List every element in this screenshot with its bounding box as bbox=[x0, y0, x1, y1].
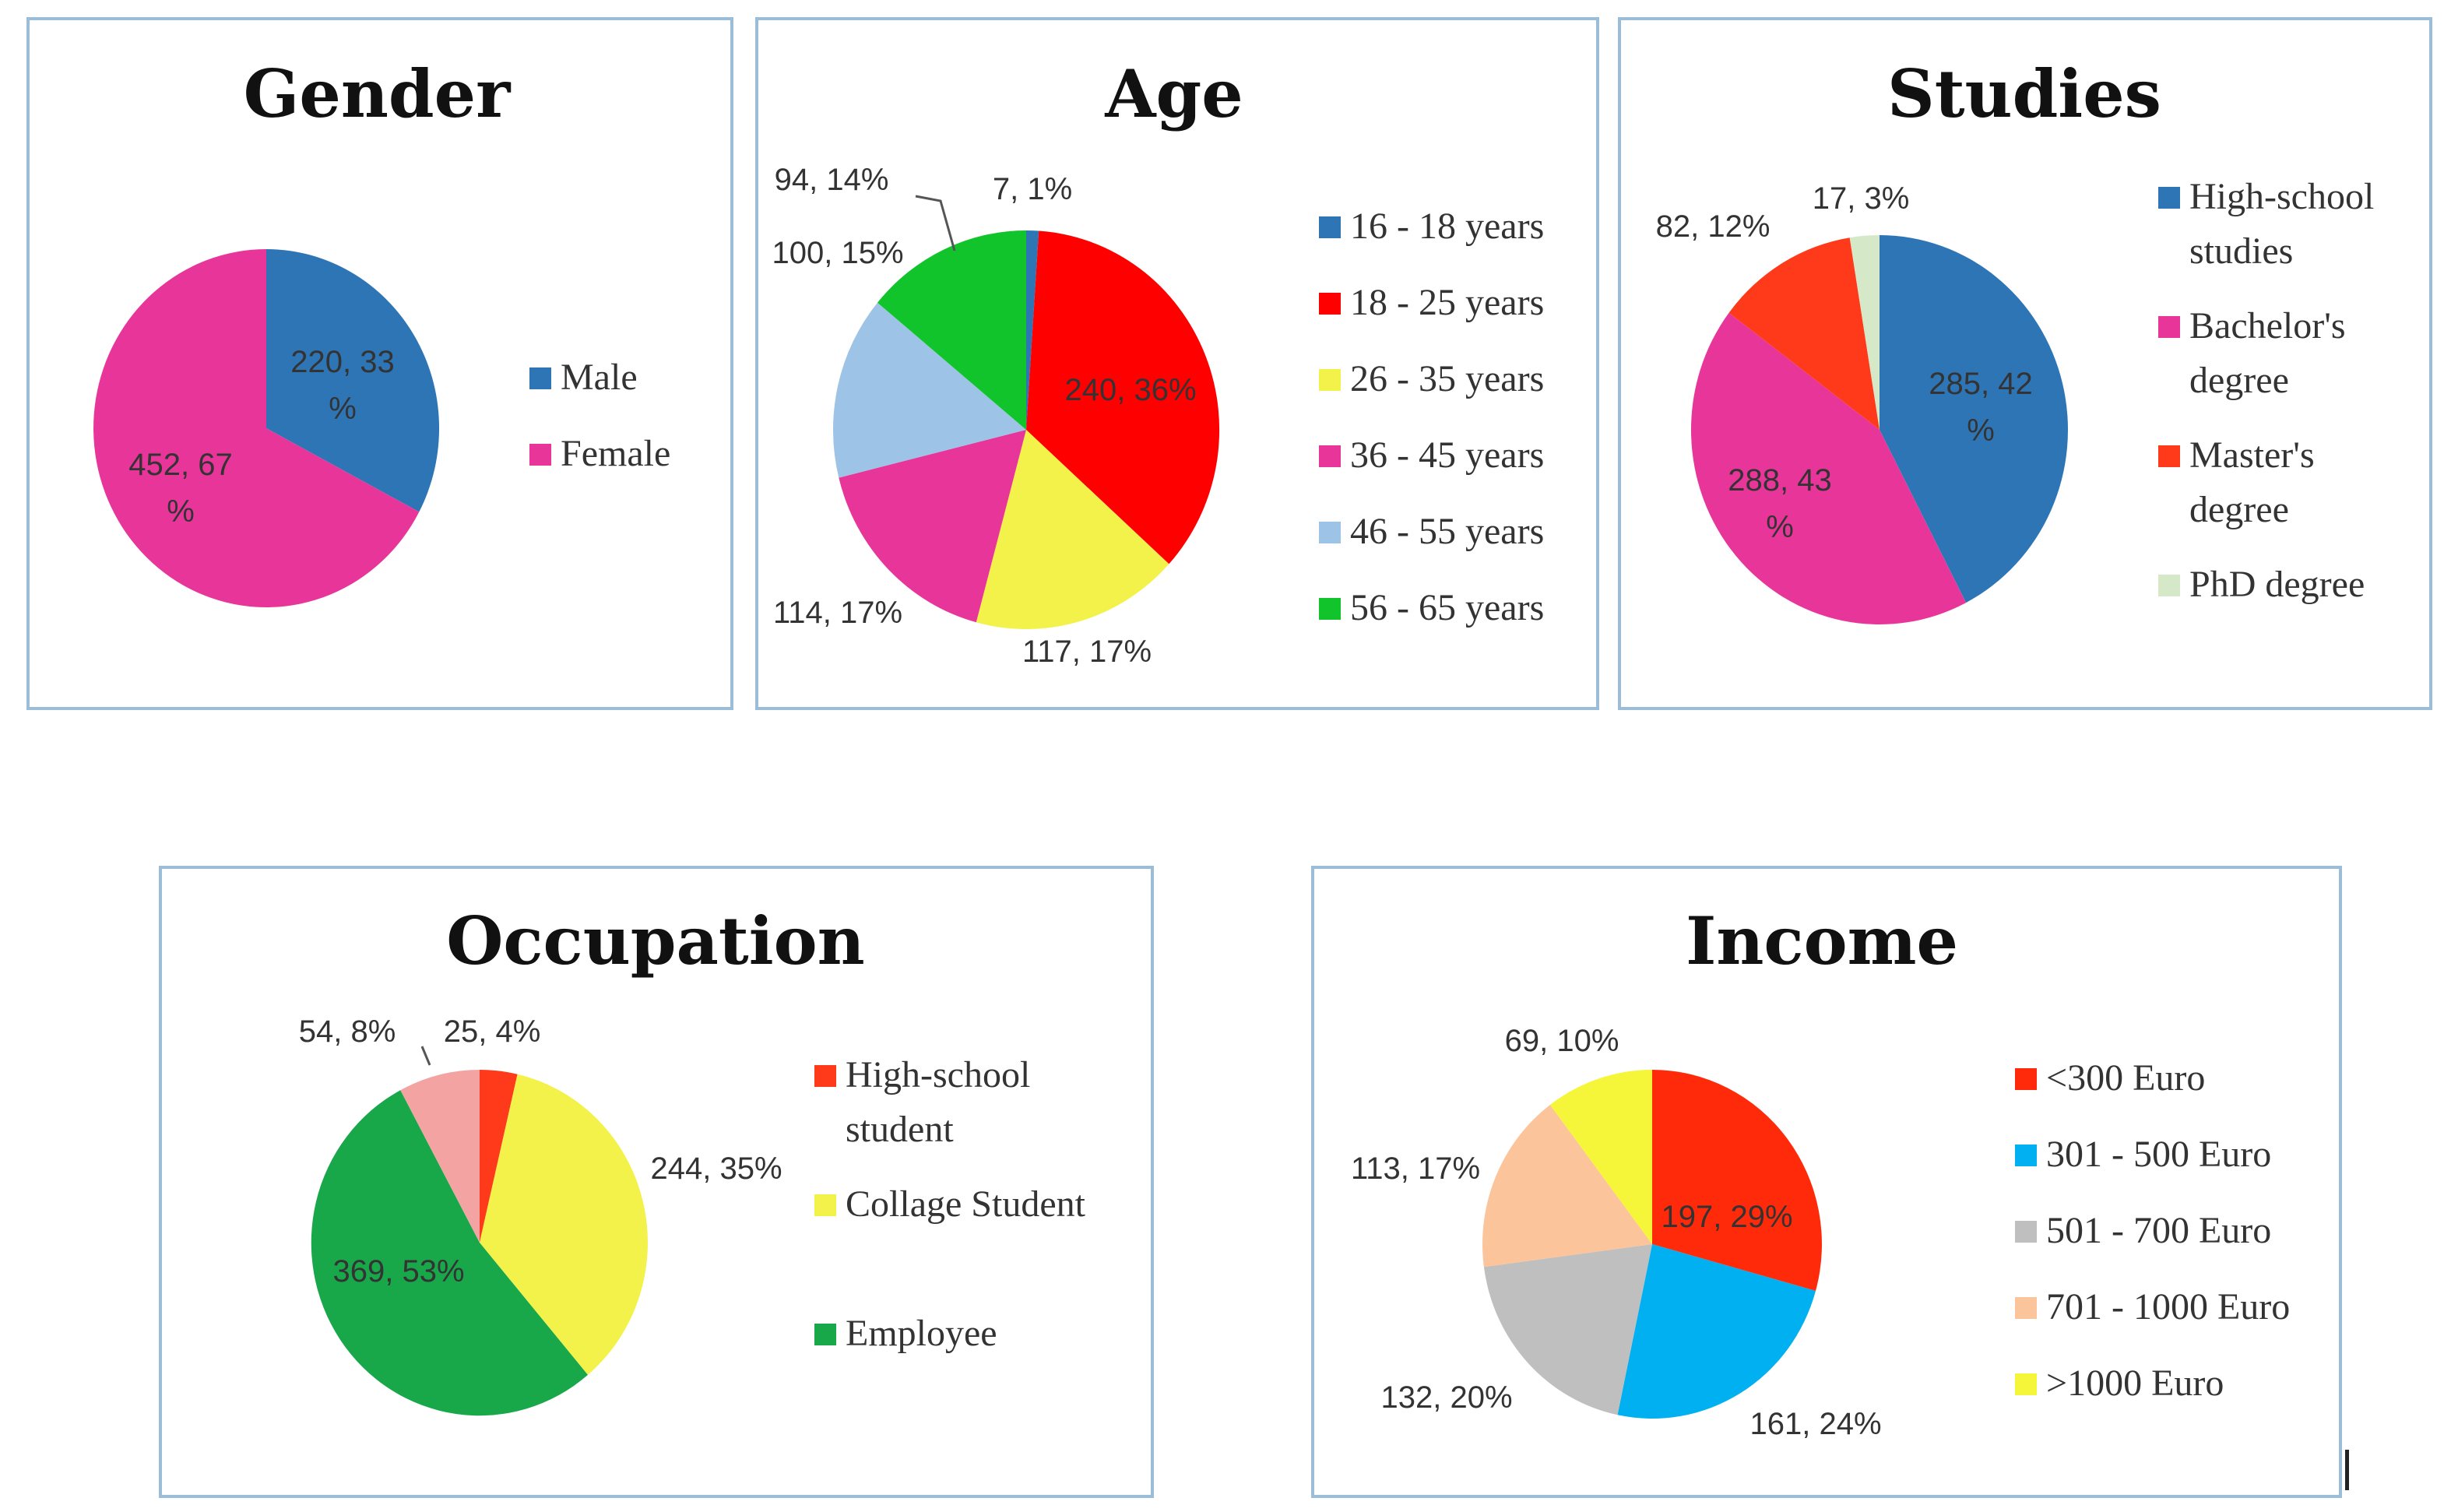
age-legend-26-35-years: 26 - 35 years bbox=[1350, 358, 1544, 399]
occupation-data-label-2: 244, 35% bbox=[650, 1152, 782, 1186]
gender-title: Gender bbox=[244, 55, 512, 132]
occupation-data-label-1: 25, 4% bbox=[444, 1014, 541, 1049]
income-legend-swatch-301-500-euro bbox=[2015, 1145, 2037, 1166]
age-legend-swatch-26-35-years bbox=[1319, 369, 1341, 391]
studies-slice-2 bbox=[1690, 312, 1967, 625]
age-legend-swatch-18-25-years bbox=[1319, 293, 1341, 315]
occupation-slice-4 bbox=[400, 1070, 480, 1243]
occupation-data-label-3: 369, 53% bbox=[332, 1254, 464, 1289]
gender-data-label-2: 452, 67% bbox=[128, 448, 232, 529]
income-legend-swatch-1000-euro bbox=[2015, 1373, 2037, 1395]
income-panel-frame bbox=[1311, 866, 2342, 1498]
occupation-slice-2 bbox=[480, 1074, 648, 1375]
studies-data-label-1: 285, 42% bbox=[1929, 367, 2032, 448]
age-legend-swatch-56-65-years bbox=[1319, 598, 1341, 620]
age-slice-4 bbox=[839, 430, 1026, 623]
income-slice-3 bbox=[1483, 1244, 1652, 1415]
occupation-legend-collage-student: Collage Student bbox=[846, 1183, 1086, 1225]
occupation-legend-swatch-employee bbox=[814, 1324, 836, 1345]
age-chart: Age 7, 1% 240, 36% 117, 17% 114, 17% 100, 15%… bbox=[755, 17, 1599, 710]
income-data-label-2: 161, 24% bbox=[1749, 1407, 1881, 1441]
occupation-slice-1 bbox=[480, 1070, 518, 1243]
age-leader-line-1 bbox=[915, 195, 956, 251]
income-slice-1 bbox=[1652, 1070, 1822, 1291]
age-slice-3 bbox=[976, 430, 1169, 630]
age-slice-5 bbox=[833, 302, 1026, 478]
occupation-legend-swatch-high-school-student bbox=[814, 1065, 836, 1087]
income-legend-300-euro: <300 Euro bbox=[2046, 1057, 2205, 1099]
studies-legend-high-school-studies: High-school studies bbox=[2189, 176, 2374, 272]
gender-legend-male: Male bbox=[561, 357, 638, 398]
age-legend-swatch-46-55-years bbox=[1319, 522, 1341, 543]
age-legend-56-65-years: 56 - 65 years bbox=[1350, 587, 1544, 628]
income-legend-701-1000-euro: 701 - 1000 Euro bbox=[2046, 1286, 2290, 1327]
studies-slice-1 bbox=[1880, 235, 2069, 603]
gender-slice-1 bbox=[266, 249, 440, 512]
occupation-legend-employee: Employee bbox=[846, 1313, 997, 1354]
age-title: Age bbox=[1104, 55, 1243, 132]
age-data-label-6: 94, 14% bbox=[775, 163, 889, 197]
income-data-label-3: 132, 20% bbox=[1380, 1380, 1512, 1415]
studies-legend-swatch-master-s-degree bbox=[2158, 445, 2180, 467]
studies-title: Studies bbox=[1887, 55, 2161, 132]
age-legend-36-45-years: 36 - 45 years bbox=[1350, 434, 1544, 476]
studies-legend-swatch-high-school-studies bbox=[2158, 187, 2180, 209]
age-legend-18-25-years: 18 - 25 years bbox=[1350, 282, 1544, 323]
income-data-label-5: 69, 10% bbox=[1505, 1024, 1619, 1058]
studies-data-label-4: 17, 3% bbox=[1813, 181, 1910, 216]
gender-legend-female: Female bbox=[561, 433, 670, 474]
studies-data-label-2: 288, 43% bbox=[1728, 463, 1831, 544]
studies-chart: Studies 285, 42 % 288, 43 % 82, 12% 17, 3% High… bbox=[1618, 17, 2432, 710]
income-data-label-1: 197, 29% bbox=[1661, 1200, 1792, 1234]
studies-legend-bachelor-s-degree: Bachelor's degree bbox=[2189, 305, 2346, 401]
gender-chart: Gender 220, 33 % 452, 67 % Male Female bbox=[26, 17, 733, 710]
age-legend-46-55-years: 46 - 55 years bbox=[1350, 511, 1544, 552]
occupation-leader-line-1 bbox=[420, 1046, 431, 1066]
occupation-slice-3 bbox=[311, 1090, 588, 1416]
income-legend-swatch-501-700-euro bbox=[2015, 1221, 2037, 1243]
age-legend-swatch-16-18-years bbox=[1319, 216, 1341, 238]
age-data-label-3: 117, 17% bbox=[1022, 635, 1152, 669]
gender-data-label-1: 220, 33% bbox=[290, 345, 394, 426]
studies-legend-swatch-phd-degree bbox=[2158, 575, 2180, 596]
age-slice-6 bbox=[877, 230, 1026, 430]
studies-slice-4 bbox=[1849, 235, 1880, 430]
age-data-label-4: 114, 17% bbox=[773, 596, 902, 630]
gender-legend-swatch-male bbox=[529, 367, 551, 389]
gender-slice-2 bbox=[93, 249, 420, 607]
income-slice-2 bbox=[1617, 1244, 1816, 1419]
occupation-legend-high-school-student: High-school student bbox=[846, 1054, 1030, 1150]
age-slice-1 bbox=[1026, 230, 1039, 430]
gender-legend-swatch-female bbox=[529, 444, 551, 466]
income-title: Income bbox=[1686, 902, 1958, 979]
studies-legend-master-s-degree: Master's degree bbox=[2189, 434, 2315, 530]
income-legend-1000-euro: >1000 Euro bbox=[2046, 1363, 2224, 1404]
occupation-chart: Occupation 25, 4% 244, 35% 369, 53% 54, 8% Hi… bbox=[159, 866, 1154, 1498]
studies-slice-3 bbox=[1728, 237, 1880, 430]
age-legend-swatch-36-45-years bbox=[1319, 445, 1341, 467]
age-legend-16-18-years: 16 - 18 years bbox=[1350, 206, 1544, 247]
income-chart: Income 197, 29% 161, 24% 132, 20% 113, 17% 69… bbox=[1311, 866, 2342, 1498]
income-legend-501-700-euro: 501 - 700 Euro bbox=[2046, 1210, 2271, 1251]
income-data-label-4: 113, 17% bbox=[1351, 1152, 1480, 1186]
studies-legend-swatch-bachelor-s-degree bbox=[2158, 316, 2180, 338]
age-data-label-2: 240, 36% bbox=[1064, 373, 1196, 407]
edge-mark bbox=[2345, 1450, 2349, 1490]
income-legend-301-500-euro: 301 - 500 Euro bbox=[2046, 1134, 2271, 1175]
occupation-legend-swatch-collage-student bbox=[814, 1194, 836, 1216]
income-legend-swatch-701-1000-euro bbox=[2015, 1297, 2037, 1319]
income-slice-5 bbox=[1549, 1070, 1652, 1244]
age-data-label-1: 7, 1% bbox=[993, 172, 1072, 206]
studies-data-label-3: 82, 12% bbox=[1656, 209, 1771, 244]
income-slice-4 bbox=[1482, 1105, 1652, 1268]
occupation-title: Occupation bbox=[446, 902, 865, 979]
age-slice-2 bbox=[1026, 230, 1220, 564]
occupation-data-label-4: 54, 8% bbox=[299, 1014, 396, 1049]
income-legend-swatch-300-euro bbox=[2015, 1068, 2037, 1090]
studies-legend-phd-degree: PhD degree bbox=[2189, 564, 2365, 605]
age-data-label-5: 100, 15% bbox=[772, 236, 903, 270]
